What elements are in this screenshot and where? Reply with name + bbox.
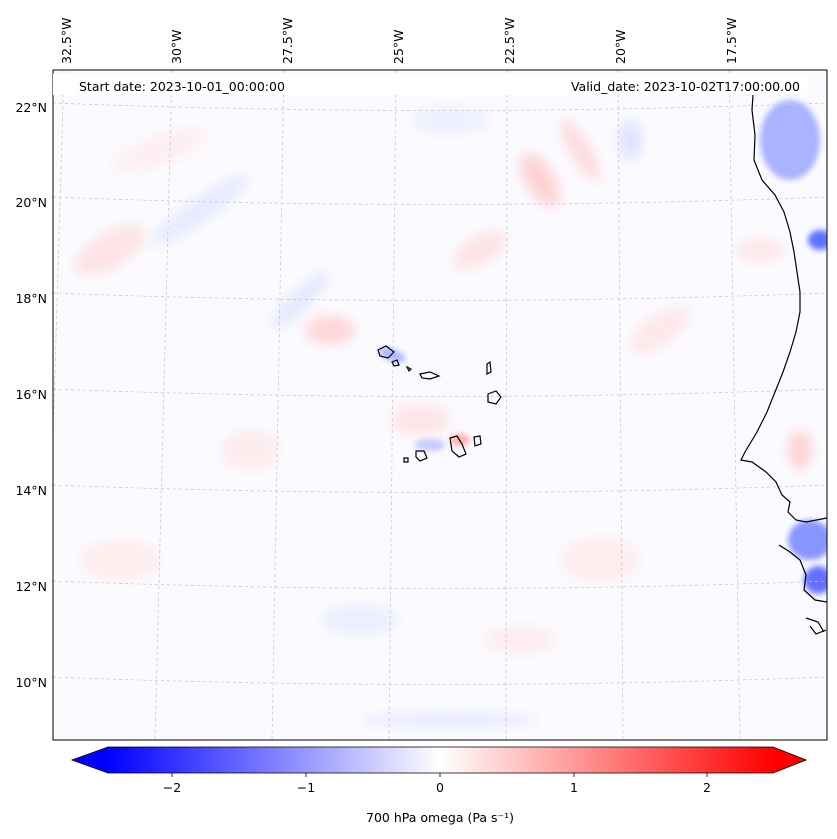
map-frame	[52, 69, 828, 741]
colorbar-tick-label: 0	[436, 780, 444, 795]
colorbar-tick-label: −2	[163, 780, 181, 795]
lat-label: 14°N	[15, 483, 47, 498]
cape-verde-maio	[473, 435, 482, 447]
cape-verde-sao-nicolau	[419, 371, 441, 380]
lon-label: 30°W	[169, 29, 184, 64]
lon-label: 22.5°W	[502, 18, 517, 64]
cape-verde-sal	[486, 360, 492, 375]
colorbar-tick-marks	[171, 773, 708, 777]
lat-label: 12°N	[15, 579, 47, 594]
colorbar-max-extension	[773, 747, 806, 773]
africa-coastline	[740, 79, 827, 635]
map-background	[53, 70, 827, 740]
cape-verde-sao-vicente	[391, 359, 400, 367]
colorbar-tick-label: 1	[570, 780, 578, 795]
header-band	[53, 74, 807, 95]
cape-verde-fogo	[415, 450, 428, 462]
lon-label: 20°W	[613, 29, 628, 64]
lon-label: 32.5°W	[59, 18, 74, 64]
map-panel: Start date: 2023-10-01_00:00:00 Valid_da…	[52, 69, 828, 741]
colorbar-tick-label: −1	[297, 780, 315, 795]
valid-date-label: Valid_date: 2023-10-02T17:00:00.00	[571, 79, 800, 94]
omega-field	[74, 100, 827, 727]
colorbar-tick-label: 2	[703, 780, 711, 795]
lat-label: 10°N	[15, 675, 47, 690]
longitude-labels: 32.5°W 30°W 27.5°W 25°W 22.5°W 20°W 17.5…	[59, 18, 739, 64]
lat-label: 18°N	[15, 291, 47, 306]
cape-verde-boa-vista	[487, 390, 502, 405]
lon-label: 25°W	[391, 29, 406, 64]
cape-verde-santa-luzia	[405, 365, 413, 373]
cape-verde-santo-antao	[377, 345, 395, 359]
gridlines	[53, 70, 827, 740]
lat-label: 22°N	[15, 100, 47, 115]
coastlines	[377, 79, 827, 635]
colorbar-min-extension	[72, 747, 108, 773]
cape-verde-santiago	[449, 435, 467, 458]
latitude-labels: 22°N 20°N 18°N 16°N 14°N 12°N 10°N	[15, 100, 47, 690]
colorbar-label: 700 hPa omega (Pa s⁻¹)	[366, 810, 514, 825]
lat-label: 16°N	[15, 387, 47, 402]
cape-verde-brava	[403, 457, 409, 463]
lat-label: 20°N	[15, 195, 47, 210]
lon-label: 27.5°W	[280, 18, 295, 64]
colorbar-gradient	[108, 747, 773, 773]
colorbar: −2 −1 0 1 2 700 hPa omega (Pa s⁻¹)	[70, 746, 808, 825]
lon-label: 17.5°W	[724, 18, 739, 64]
colorbar-outline	[70, 746, 808, 774]
start-date-label: Start date: 2023-10-01_00:00:00	[79, 79, 285, 94]
